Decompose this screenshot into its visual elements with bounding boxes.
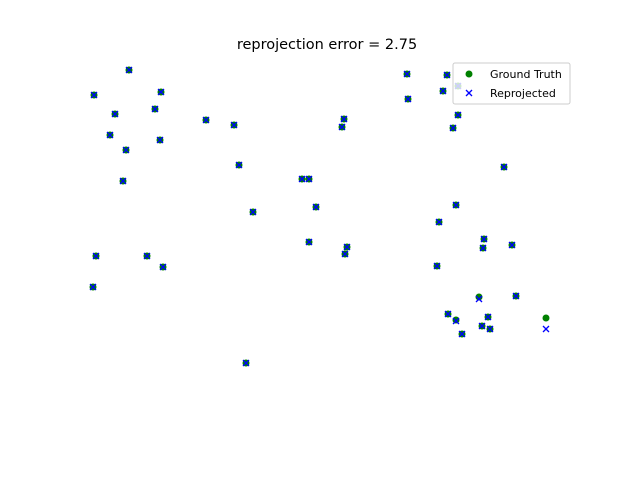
ground-truth-point — [452, 316, 460, 324]
reprojected-point — [242, 359, 250, 367]
reprojected-point — [480, 235, 488, 243]
reprojected-point — [500, 163, 508, 171]
reprojected-point — [475, 295, 483, 303]
reprojected-point — [508, 241, 516, 249]
reprojected-point — [449, 124, 457, 132]
reprojected-point — [305, 238, 313, 246]
ground-truth-point — [542, 314, 550, 322]
reprojected-point — [202, 116, 210, 124]
reprojected-point — [452, 317, 460, 325]
reprojected-point — [478, 322, 486, 330]
reprojected-point — [159, 263, 167, 271]
reprojected-point — [452, 201, 460, 209]
reprojected-point — [542, 325, 550, 333]
reprojected-point — [479, 244, 487, 252]
reprojected-point — [122, 146, 130, 154]
reprojected-point — [435, 218, 443, 226]
legend: Ground Truth Reprojected — [452, 62, 571, 105]
legend-box — [452, 62, 571, 105]
reprojected-point — [343, 243, 351, 251]
reprojected-point — [235, 161, 243, 169]
reprojected-point — [404, 95, 412, 103]
reprojected-point — [157, 88, 165, 96]
ground-truth-point — [475, 293, 483, 301]
reprojected-point — [486, 325, 494, 333]
legend-x-mark — [465, 89, 473, 97]
legend-label-reprojected: Reprojected — [490, 87, 556, 100]
reprojected-point — [143, 252, 151, 260]
legend-marker-reprojected — [465, 89, 473, 97]
legend-marker-ground-truth — [465, 70, 473, 78]
reprojected-point — [89, 283, 97, 291]
reprojected-point — [298, 175, 306, 183]
legend-label-ground-truth: Ground Truth — [490, 68, 562, 81]
reprojected-point — [512, 292, 520, 300]
reprojected-point — [340, 115, 348, 123]
reprojected-point — [230, 121, 238, 129]
reprojected-point — [151, 105, 159, 113]
reprojected-point — [338, 123, 346, 131]
reprojected-point — [305, 175, 313, 183]
reprojected-point — [249, 208, 257, 216]
reprojected-point — [119, 177, 127, 185]
reprojected-point — [458, 330, 466, 338]
reprojected-point — [433, 262, 441, 270]
reprojected-point — [341, 250, 349, 258]
reprojected-point — [454, 111, 462, 119]
reprojected-point — [312, 203, 320, 211]
reprojected-point — [125, 66, 133, 74]
reprojected-point — [443, 71, 451, 79]
reprojected-point — [90, 91, 98, 99]
reprojected-point — [106, 131, 114, 139]
reprojected-point — [92, 252, 100, 260]
points-layer — [89, 66, 550, 367]
chart-title: reprojection error = 2.75 — [237, 37, 417, 53]
reprojected-point — [439, 87, 447, 95]
reprojected-point — [111, 110, 119, 118]
reprojected-point — [156, 136, 164, 144]
reprojected-point — [444, 310, 452, 318]
reprojected-point — [403, 70, 411, 78]
reprojected-point — [484, 313, 492, 321]
